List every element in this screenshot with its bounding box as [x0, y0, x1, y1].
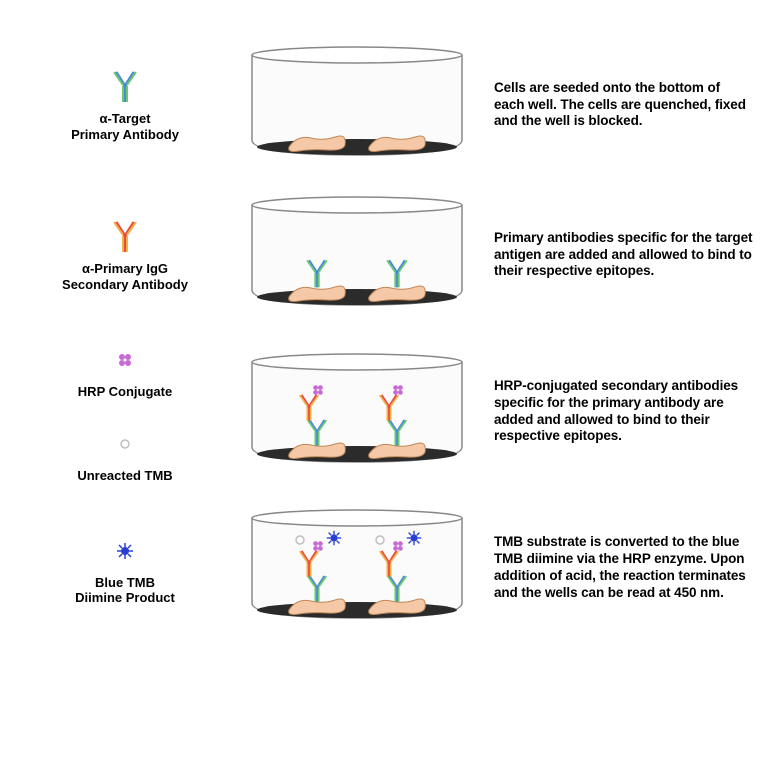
- primary-antibody-icon: [110, 67, 140, 107]
- legend-blue-tmb: Blue TMBDiimine Product: [30, 531, 220, 606]
- hrp-icon: [115, 340, 135, 380]
- elisa-diagram: α-TargetPrimary Antibody Cells are seede…: [30, 40, 734, 633]
- legend-primary-antibody: α-TargetPrimary Antibody: [30, 67, 220, 142]
- step-desc-4: TMB substrate is converted to the blue T…: [494, 534, 754, 602]
- legend-label: Blue TMBDiimine Product: [75, 575, 175, 606]
- legend-label: α-Primary IgGSecondary Antibody: [62, 261, 188, 292]
- well-step-2: [232, 190, 482, 320]
- legend-secondary-antibody: α-Primary IgGSecondary Antibody: [30, 217, 220, 292]
- legend-unreacted-tmb: Unreacted TMB: [77, 424, 172, 484]
- secondary-antibody-icon: [110, 217, 140, 257]
- legend-hrp-conjugate: HRP Conjugate: [78, 340, 172, 400]
- step-desc-1: Cells are seeded onto the bottom of each…: [494, 80, 754, 131]
- unreacted-tmb-icon: [117, 424, 133, 464]
- step-desc-3: HRP-conjugated secondary antibodies spec…: [494, 378, 754, 446]
- step-desc-2: Primary antibodies specific for the targ…: [494, 230, 754, 281]
- legend-label: α-TargetPrimary Antibody: [71, 111, 179, 142]
- legend-label: Unreacted TMB: [77, 468, 172, 484]
- well-step-1: [232, 40, 482, 170]
- well-step-3: [232, 347, 482, 477]
- well-step-4: [232, 503, 482, 633]
- legend-label: HRP Conjugate: [78, 384, 172, 400]
- blue-tmb-icon: [114, 531, 136, 571]
- legend-row-3: HRP Conjugate Unreacted TMB: [30, 340, 220, 483]
